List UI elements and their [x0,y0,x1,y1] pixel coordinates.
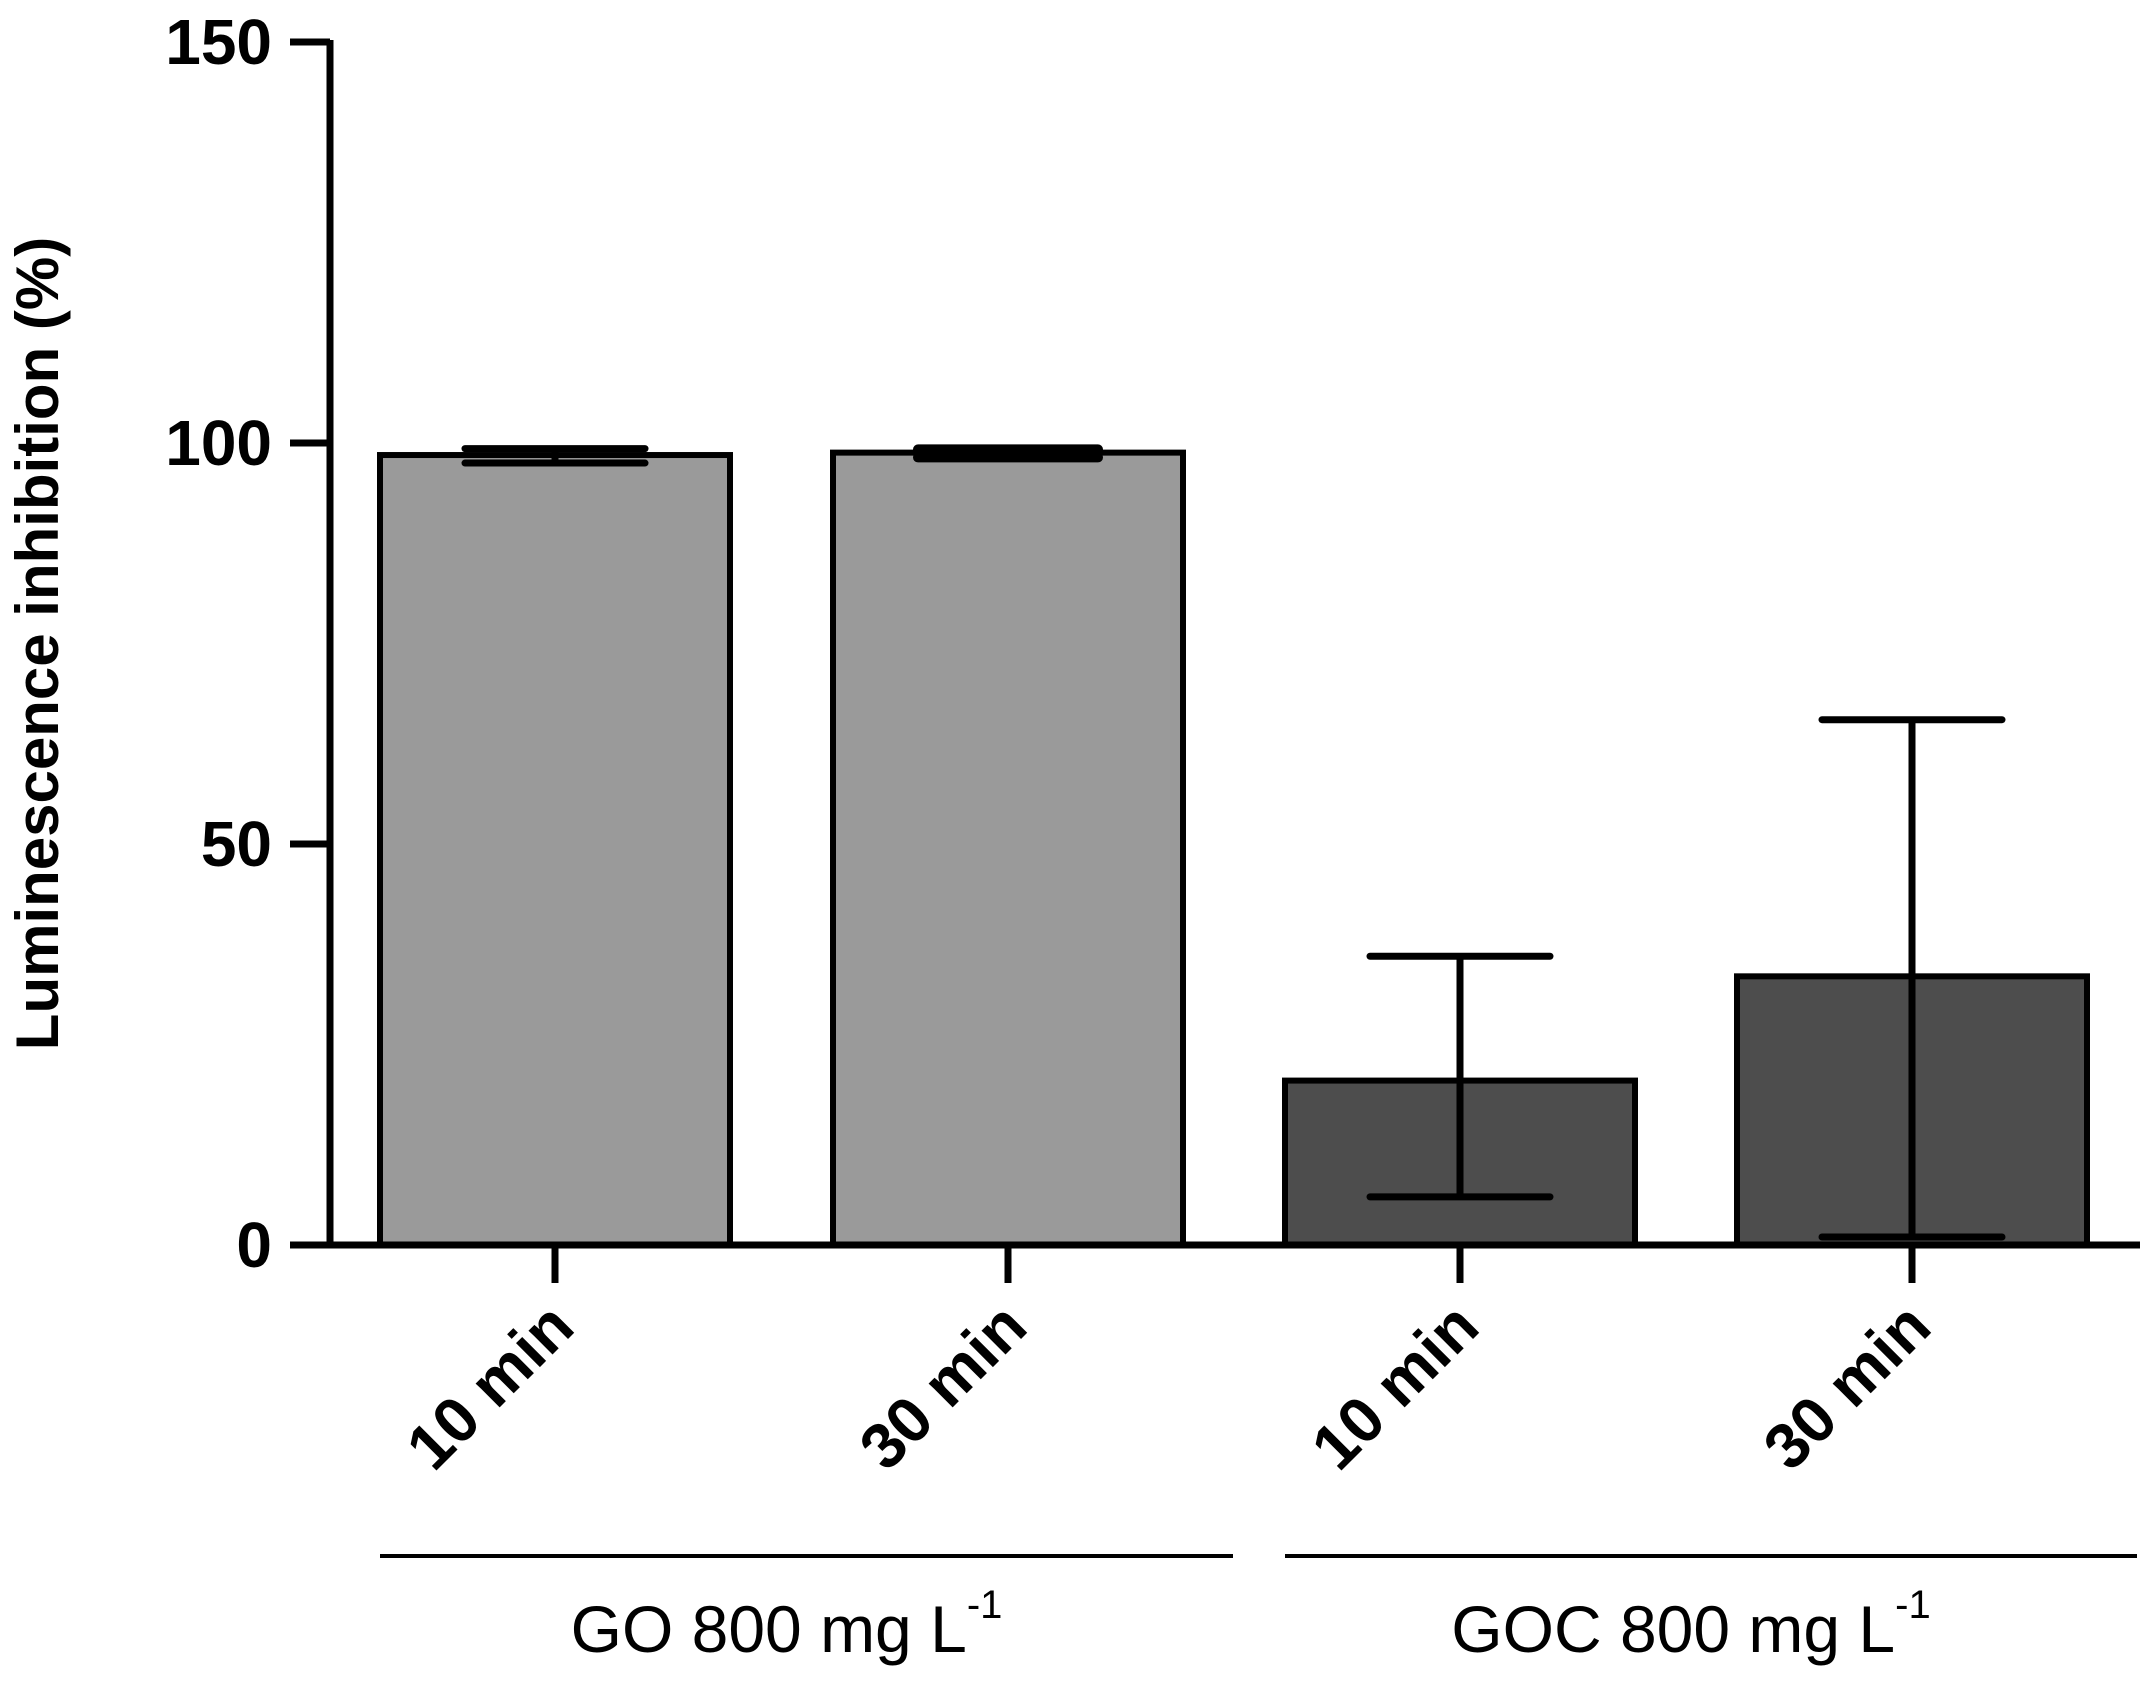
group-label-text: GO 800 mg L [571,1592,967,1666]
group-label-text: GOC 800 mg L [1451,1592,1895,1666]
x-ticks-layer: 10 min 30 min 10 min 30 min [393,1245,1944,1483]
y-ticks-layer: 0 50 100 150 [165,6,330,1281]
group-label-superscript: -1 [967,1583,1003,1627]
bar [377,452,733,1248]
bars-layer [377,449,2090,1249]
y-tick-label: 50 [201,808,272,880]
y-axis-title: Luminescence inhibition (%) [4,237,71,1050]
x-category-label: 30 min [846,1289,1040,1483]
y-tick-label: 150 [165,6,272,78]
bar [830,449,1186,1248]
group-label: GOC 800 mg L-1 [1451,1583,1930,1666]
error-bars-layer [461,444,2006,1241]
group-label-superscript: -1 [1895,1583,1931,1627]
group-labels-layer: GO 800 mg L-1 GOC 800 mg L-1 [380,1554,2137,1666]
x-category-label: 30 min [1750,1289,1944,1483]
x-category-label: 10 min [1298,1289,1492,1483]
y-tick-label: 100 [165,407,272,479]
group-label: GO 800 mg L-1 [571,1583,1003,1666]
y-tick-label: 0 [236,1209,272,1281]
x-category-label: 10 min [393,1289,587,1483]
